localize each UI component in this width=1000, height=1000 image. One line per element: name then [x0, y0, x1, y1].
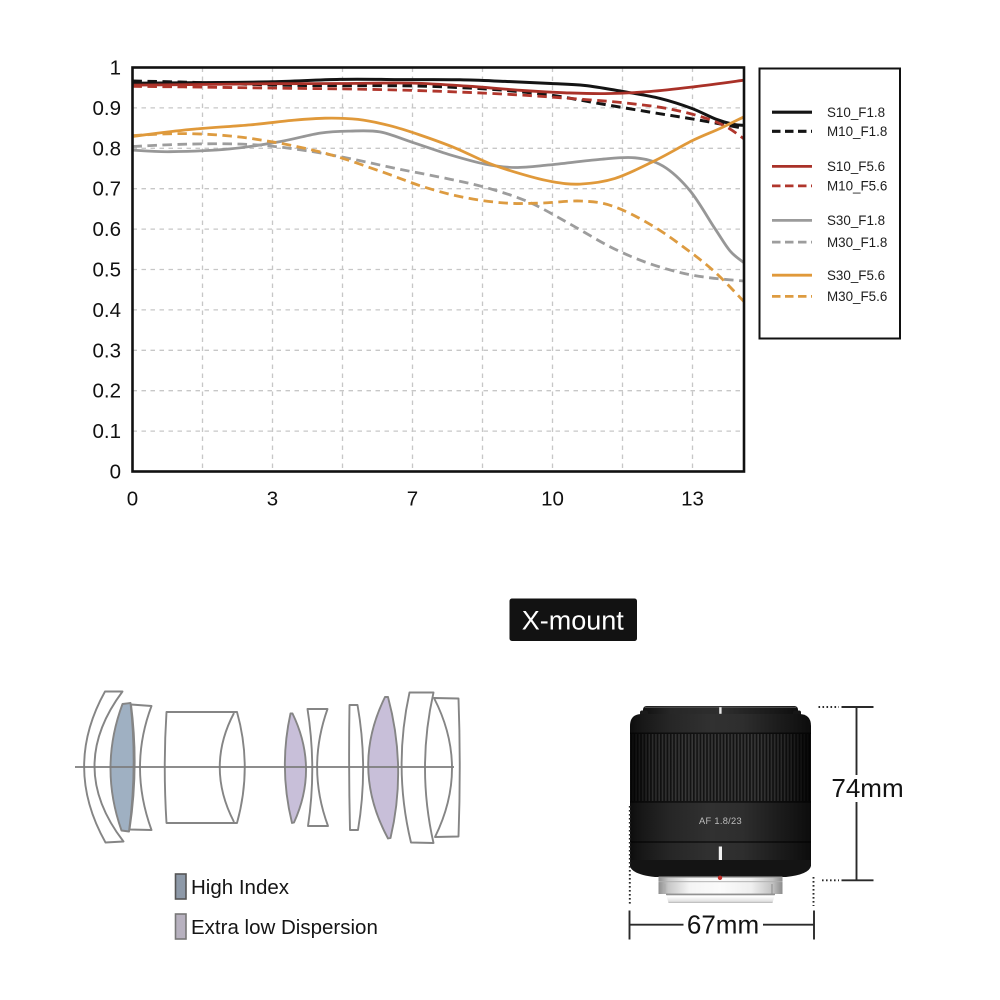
svg-text:0.1: 0.1 [93, 420, 122, 443]
svg-text:0: 0 [110, 461, 121, 484]
svg-text:7: 7 [407, 488, 418, 511]
svg-text:M30_F1.8: M30_F1.8 [827, 235, 887, 250]
svg-text:0.5: 0.5 [93, 259, 122, 282]
svg-text:3: 3 [267, 488, 278, 511]
svg-text:0.2: 0.2 [93, 380, 122, 403]
svg-text:10: 10 [541, 488, 564, 511]
svg-text:0.8: 0.8 [93, 137, 122, 160]
svg-text:S30_F1.8: S30_F1.8 [827, 213, 885, 228]
svg-text:AF 1.8/23: AF 1.8/23 [699, 816, 742, 826]
svg-text:0.4: 0.4 [93, 299, 122, 322]
svg-text:X-mount: X-mount [522, 606, 625, 636]
svg-text:M10_F1.8: M10_F1.8 [827, 124, 887, 139]
svg-text:0.3: 0.3 [93, 339, 122, 362]
svg-text:74mm: 74mm [831, 773, 903, 803]
svg-text:M10_F5.6: M10_F5.6 [827, 179, 887, 194]
svg-text:S30_F5.6: S30_F5.6 [827, 268, 885, 283]
svg-text:1: 1 [110, 57, 121, 80]
svg-text:M30_F5.6: M30_F5.6 [827, 289, 887, 304]
svg-text:High Index: High Index [191, 876, 290, 899]
svg-text:0.7: 0.7 [93, 178, 122, 201]
svg-text:Extra low Dispersion: Extra low Dispersion [191, 916, 378, 939]
svg-text:67mm: 67mm [687, 910, 759, 940]
svg-text:0.6: 0.6 [93, 218, 122, 241]
svg-text:0: 0 [127, 488, 138, 511]
svg-text:S10_F1.8: S10_F1.8 [827, 105, 885, 120]
svg-text:0.9: 0.9 [93, 97, 122, 120]
svg-text:13: 13 [681, 488, 704, 511]
svg-text:S10_F5.6: S10_F5.6 [827, 159, 885, 174]
